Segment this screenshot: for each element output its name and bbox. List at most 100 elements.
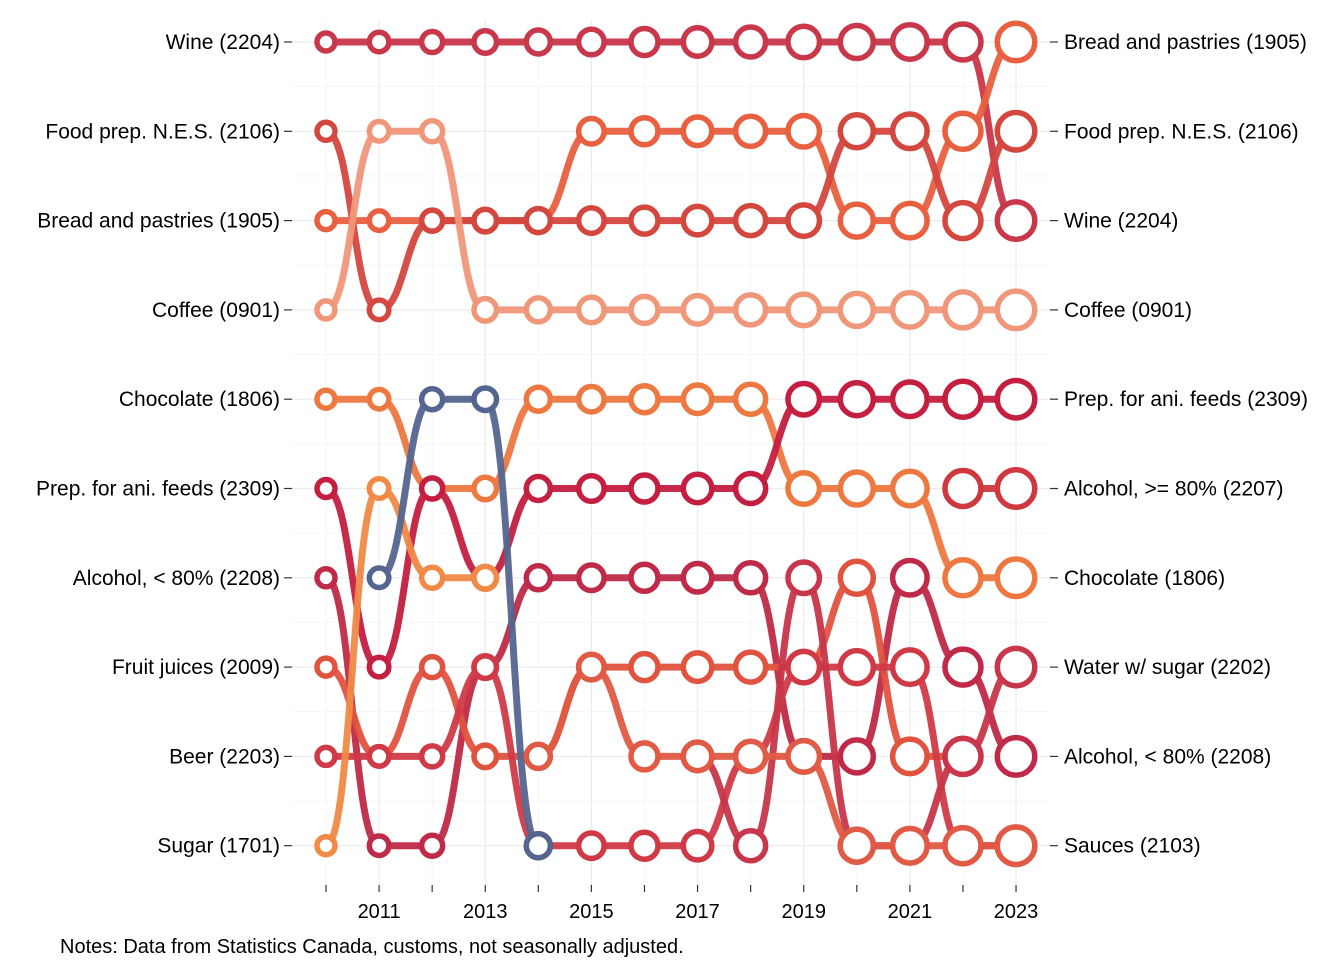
y-label-left: Beer (2203) [169, 745, 280, 768]
left-rank-labels: Wine (2204) Food prep. N.E.S. (2106) Bread… [36, 31, 292, 858]
series-point [628, 204, 661, 237]
series-point [837, 290, 877, 330]
y-label-left: Wine (2204) [166, 31, 280, 54]
series-point [889, 736, 930, 777]
series-point [942, 378, 984, 420]
series-point [523, 295, 554, 325]
series-point [732, 24, 769, 60]
series-point [471, 295, 500, 324]
series-point [523, 27, 554, 57]
x-tick-label: 2013 [463, 901, 508, 923]
series-point [785, 202, 823, 240]
series-point [994, 556, 1038, 600]
series-point [994, 20, 1038, 64]
y-label-right: Food prep. N.E.S. (2106) [1064, 120, 1299, 143]
series-point [575, 383, 607, 415]
series-point [628, 293, 661, 327]
series-point [680, 828, 715, 863]
y-label-right: Chocolate (1806) [1064, 567, 1225, 590]
x-tick-label: 2017 [675, 901, 720, 923]
series-point [942, 824, 984, 867]
series-point [732, 381, 769, 417]
series-point [575, 205, 607, 237]
series-point [942, 199, 984, 242]
series-point [575, 830, 607, 862]
series-point [366, 654, 392, 680]
y-label-right: Wine (2204) [1064, 210, 1178, 233]
series-point [628, 382, 661, 416]
series-point [889, 200, 930, 241]
series-point [785, 559, 823, 597]
series-point [628, 25, 661, 59]
series-point [575, 294, 607, 326]
series-point [418, 653, 446, 681]
y-label-right: Water w/ sugar (2202) [1064, 656, 1271, 679]
y-label-right: Prep. for ani. feeds (2309) [1064, 388, 1308, 411]
series-line [322, 395, 1020, 671]
chart-note: Notes: Data from Statistics Canada, cust… [60, 936, 684, 958]
series-point [942, 467, 984, 510]
series-point [680, 650, 715, 685]
series-point [732, 827, 769, 864]
y-label-left: Coffee (0901) [152, 299, 280, 322]
series-point [942, 735, 984, 778]
series-point [366, 208, 392, 234]
series-point [680, 560, 715, 595]
series-point [994, 377, 1038, 421]
series-point [837, 112, 877, 151]
series-point [942, 557, 984, 599]
series-point [994, 734, 1038, 778]
series-point [628, 829, 661, 862]
y-label-left: Prep. for ani. feeds (2309) [36, 478, 280, 501]
series-point [994, 199, 1038, 243]
series-point [837, 201, 877, 240]
series-point [785, 23, 823, 61]
series-point [680, 739, 715, 774]
series-point [418, 743, 446, 770]
series-point [418, 385, 446, 413]
series-points [314, 20, 1038, 868]
series-point [471, 385, 500, 414]
y-label-right: Coffee (0901) [1064, 299, 1192, 322]
series-point [994, 824, 1038, 868]
series-point [785, 737, 823, 775]
series-point [314, 833, 338, 858]
series-point [628, 561, 661, 595]
series-point [732, 738, 769, 775]
series-point [471, 206, 500, 235]
series-point [680, 203, 715, 238]
series-point [314, 655, 338, 679]
series-point [732, 649, 769, 685]
series-point [785, 112, 823, 150]
y-label-left: Alcohol, < 80% (2208) [73, 567, 280, 590]
y-label-right: Sauces (2103) [1064, 835, 1201, 858]
series-point [471, 474, 500, 503]
y-label-left: Bread and pastries (1905) [37, 210, 280, 233]
series-point [575, 562, 607, 594]
series-point [837, 737, 877, 776]
series-point [732, 113, 769, 150]
series-point [523, 830, 554, 861]
series-point [314, 387, 338, 411]
right-rank-labels: Bread and pastries (1905) Food prep. N.E.… [1050, 31, 1308, 858]
series-point [314, 566, 338, 590]
series-point [628, 650, 661, 684]
series-point [471, 742, 500, 771]
series-point [680, 471, 715, 506]
series-point [314, 476, 338, 501]
series-point [366, 565, 392, 591]
series-point [732, 470, 769, 507]
series-point [785, 470, 823, 507]
series-point [889, 825, 930, 866]
series-point [366, 386, 392, 412]
series-point [471, 653, 500, 682]
series-point [994, 288, 1038, 332]
series-point [366, 297, 392, 323]
series-point [889, 22, 930, 62]
series-point [471, 563, 500, 592]
series-point [418, 207, 446, 234]
series-point [575, 115, 607, 147]
series-point [628, 472, 661, 505]
series-point [837, 469, 877, 508]
